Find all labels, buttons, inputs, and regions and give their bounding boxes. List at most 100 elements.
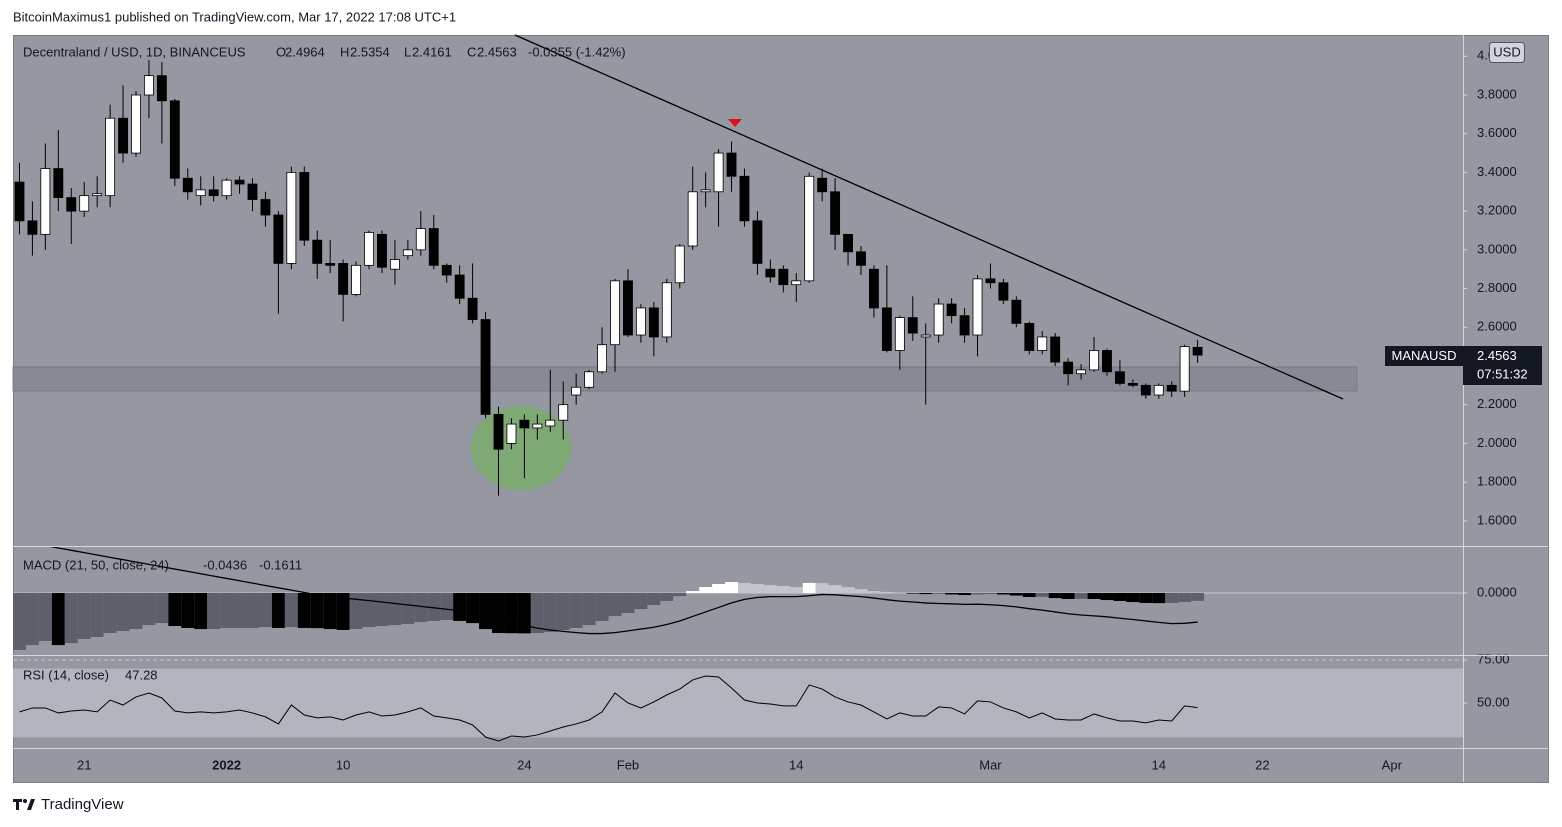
x-tick-label: 2022 bbox=[212, 757, 241, 772]
candle-body bbox=[105, 117, 116, 197]
histogram-bar bbox=[530, 593, 544, 634]
histogram-bar bbox=[427, 593, 441, 621]
histogram-bar bbox=[802, 582, 816, 594]
candle-body bbox=[79, 195, 90, 212]
chart-frame bbox=[13, 35, 1549, 783]
histogram-bar bbox=[919, 593, 933, 595]
histogram-bar bbox=[1087, 593, 1101, 599]
histogram-bar bbox=[763, 585, 777, 594]
candle-body bbox=[571, 386, 582, 396]
candle-body bbox=[804, 175, 815, 282]
histogram-bar bbox=[1152, 593, 1166, 604]
overlay: Decentraland / USD, 1D, BINANCEUS O 2.49… bbox=[13, 34, 1548, 813]
x-tick-label: Apr bbox=[1382, 757, 1403, 772]
y-tick-label: 0.0000 bbox=[1477, 584, 1517, 599]
x-tick-label: 14 bbox=[789, 757, 803, 772]
histogram-bar bbox=[129, 593, 143, 630]
pane bbox=[14, 60, 1203, 496]
candle-body bbox=[493, 413, 504, 450]
candle-body bbox=[1179, 346, 1190, 392]
candle-body bbox=[467, 297, 478, 320]
candle-body bbox=[985, 278, 996, 284]
histogram-bar bbox=[284, 593, 298, 628]
histogram-bar bbox=[815, 583, 829, 594]
countdown: 07:51:32 bbox=[1477, 366, 1528, 381]
histogram-bar bbox=[608, 593, 622, 617]
candle-body bbox=[441, 264, 452, 276]
histogram-bar bbox=[310, 593, 324, 629]
histogram-bar bbox=[932, 593, 946, 594]
candle-body bbox=[92, 193, 103, 197]
rsi-line bbox=[19, 675, 1198, 742]
histogram-bar bbox=[233, 593, 247, 628]
y-tick-label: 1.8000 bbox=[1477, 474, 1517, 489]
histogram-bar bbox=[582, 593, 596, 626]
price-badge bbox=[1463, 346, 1542, 385]
histogram-bar bbox=[1113, 593, 1127, 601]
candle-body bbox=[1192, 346, 1203, 356]
currency-badge[interactable] bbox=[1489, 42, 1525, 63]
candle-body bbox=[648, 307, 659, 338]
histogram-bar bbox=[323, 593, 337, 630]
candle-body bbox=[765, 268, 776, 278]
histogram-bar bbox=[725, 582, 738, 594]
candle-body bbox=[208, 189, 219, 197]
candle-body bbox=[959, 315, 970, 336]
candle-body bbox=[869, 268, 879, 309]
candle-body bbox=[674, 245, 685, 284]
histogram-bar bbox=[168, 593, 182, 626]
macd-line bbox=[44, 546, 1198, 635]
candle-body bbox=[260, 199, 271, 216]
candle-body bbox=[687, 191, 698, 247]
brand-logo bbox=[13, 799, 35, 810]
histogram-bar bbox=[349, 593, 363, 630]
candle-body bbox=[778, 268, 789, 286]
histogram-bar bbox=[1009, 593, 1023, 596]
y-tick-label: 2.2000 bbox=[1477, 396, 1517, 411]
candle-body bbox=[894, 317, 905, 351]
candle-body bbox=[182, 177, 193, 193]
candle-body bbox=[428, 228, 439, 266]
publisher-line: BitcoinMaximus1 published on TradingView… bbox=[13, 9, 456, 24]
pane bbox=[13, 659, 1463, 742]
candle-body bbox=[1166, 384, 1177, 392]
candle-body bbox=[169, 100, 180, 179]
x-tick-label: 21 bbox=[77, 757, 91, 772]
candle-body bbox=[144, 75, 154, 96]
ohlc-value: 2.5354 bbox=[350, 44, 390, 59]
candle-body bbox=[661, 282, 672, 338]
rsi-value: 47.28 bbox=[125, 667, 158, 682]
candle-body bbox=[713, 152, 724, 193]
histogram-bar bbox=[660, 593, 674, 601]
histogram-bar bbox=[271, 593, 285, 628]
ohlc-letter: O bbox=[276, 44, 286, 59]
histogram-bar bbox=[595, 593, 609, 621]
candle-body bbox=[312, 239, 323, 264]
candle-body bbox=[506, 423, 517, 444]
candle-body bbox=[946, 303, 957, 317]
chart-title: Decentraland / USD, 1D, BINANCEUS bbox=[23, 44, 246, 59]
histogram-bar bbox=[1035, 593, 1049, 597]
histogram-bar bbox=[543, 593, 557, 632]
ohlc-value: 2.4964 bbox=[285, 44, 325, 59]
histogram-bar bbox=[246, 593, 259, 628]
candle-body bbox=[156, 75, 167, 102]
candle-body bbox=[1114, 371, 1125, 384]
histogram-bar bbox=[401, 593, 415, 625]
ohlc-letter: L bbox=[404, 44, 411, 59]
y-tick-label: 3.6000 bbox=[1477, 125, 1517, 140]
histogram-bar bbox=[556, 593, 570, 630]
candle-body bbox=[234, 179, 245, 185]
candle-body bbox=[933, 303, 944, 336]
pane bbox=[13, 546, 1463, 650]
histogram-bar bbox=[1100, 593, 1114, 601]
candle-body bbox=[415, 228, 426, 251]
candle-body bbox=[532, 423, 543, 429]
candle-body bbox=[920, 334, 931, 338]
candle-body bbox=[118, 117, 128, 154]
histogram-bar bbox=[569, 593, 583, 628]
candle-body bbox=[40, 168, 51, 235]
candle-body bbox=[752, 220, 763, 264]
candle-body bbox=[389, 259, 400, 270]
y-tick-label: 2.8000 bbox=[1477, 280, 1517, 295]
